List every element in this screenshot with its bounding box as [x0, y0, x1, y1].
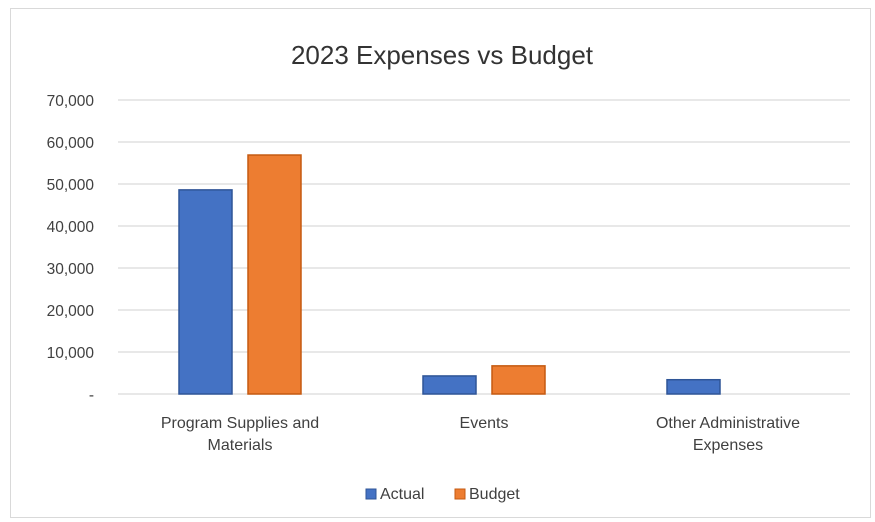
y-tick-label-4: 40,000 — [47, 219, 95, 236]
gridlines — [118, 99, 850, 395]
y-tick-label-1: 10,000 — [47, 345, 95, 362]
y-tick-label-7: 70,000 — [47, 93, 95, 110]
legend-swatch-actual — [365, 488, 377, 500]
y-tick-label-2: 20,000 — [47, 303, 95, 320]
x-axis: Program Supplies and Materials Events Other… — [161, 415, 800, 454]
chart-frame — [10, 8, 871, 518]
bars — [178, 154, 721, 395]
x-category-label-1: Events — [460, 415, 509, 432]
x-category-label-line: Other Administrative — [656, 415, 800, 432]
bar-actual-2 — [666, 378, 721, 395]
legend-label-actual: Actual — [380, 486, 424, 503]
x-category-label-0: Program Supplies and Materials — [161, 415, 319, 454]
x-category-label-line: Expenses — [693, 437, 763, 454]
legend-swatch-budget — [454, 488, 466, 500]
y-tick-label-0: - — [89, 387, 94, 404]
chart-title: 2023 Expenses vs Budget — [291, 40, 594, 70]
y-axis: - 10,000 20,000 30,000 40,000 50,000 60,000 70,… — [47, 93, 95, 404]
bar-actual-1 — [422, 375, 477, 395]
legend-label-budget: Budget — [469, 486, 520, 503]
bar-budget-0 — [247, 154, 302, 395]
x-category-label-line: Program Supplies and — [161, 415, 319, 432]
y-tick-label-5: 50,000 — [47, 177, 95, 194]
legend: Actual Budget — [365, 486, 520, 503]
x-category-label-line: Events — [460, 415, 509, 432]
x-category-label-2: Other Administrative Expenses — [656, 415, 800, 454]
x-category-label-line: Materials — [208, 437, 273, 454]
bar-budget-1 — [491, 365, 546, 395]
y-tick-label-3: 30,000 — [47, 261, 95, 278]
bar-actual-0 — [178, 189, 233, 395]
y-tick-label-6: 60,000 — [47, 135, 95, 152]
